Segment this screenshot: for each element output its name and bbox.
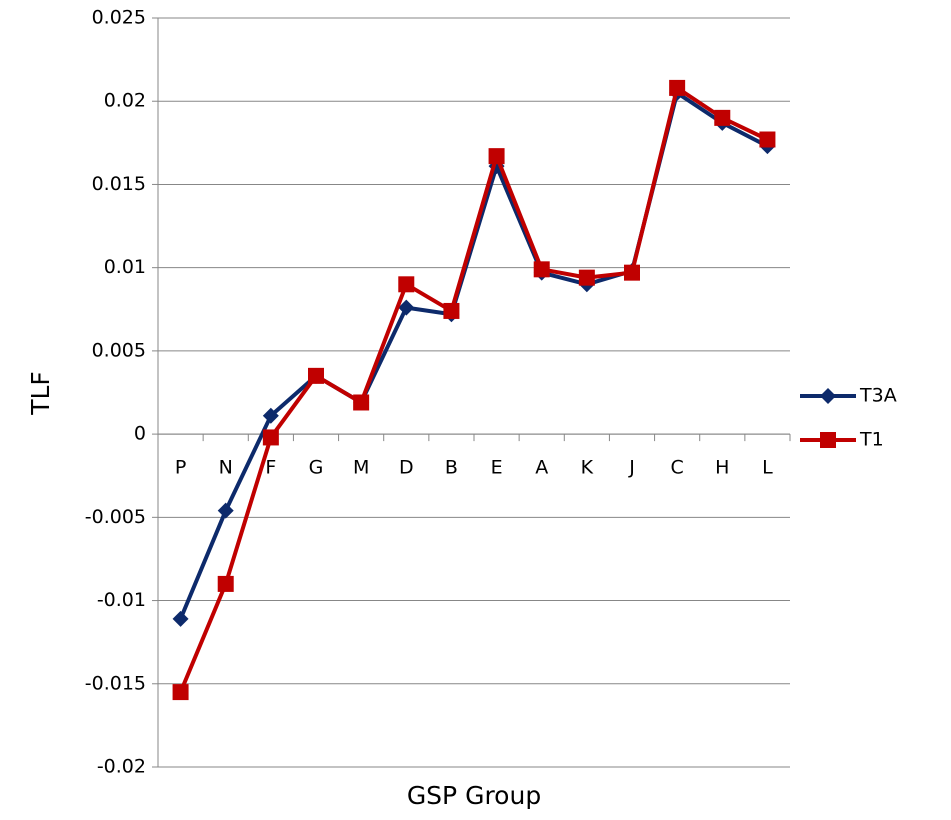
data-point — [533, 261, 550, 278]
data-point — [262, 429, 279, 446]
y-tick-label: 0.005 — [92, 339, 146, 361]
x-tick-label: C — [671, 457, 684, 479]
legend-marker — [820, 432, 836, 448]
x-tick-label: A — [535, 457, 548, 479]
x-tick-label: E — [491, 457, 503, 479]
series-line — [178, 90, 769, 620]
data-point — [443, 302, 460, 319]
series-line — [178, 85, 769, 693]
data-point — [488, 148, 505, 165]
data-point — [217, 575, 234, 592]
legend-label: T3A — [859, 385, 897, 407]
data-point — [217, 502, 234, 519]
x-tick-label: D — [399, 457, 414, 479]
data-point — [172, 610, 189, 627]
data-point — [624, 264, 640, 281]
y-tick-label: -0.015 — [85, 672, 146, 694]
data-point — [759, 131, 776, 148]
x-tick-label: J — [628, 457, 635, 479]
x-tick-label: H — [715, 457, 729, 479]
data-point — [578, 269, 595, 286]
data-point — [172, 684, 189, 701]
x-tick-label: F — [265, 457, 276, 479]
x-axis-title: GSP Group — [407, 781, 541, 810]
y-tick-label: 0.015 — [92, 173, 146, 195]
data-point — [353, 394, 370, 411]
x-tick-label: P — [175, 457, 186, 479]
x-tick-label: G — [309, 457, 324, 479]
data-point — [669, 79, 686, 96]
legend-label: T1 — [859, 429, 884, 451]
data-point — [308, 367, 324, 384]
x-tick-label: M — [353, 457, 369, 479]
x-tick-label: K — [581, 457, 594, 479]
data-point — [398, 299, 415, 316]
y-tick-label: -0.02 — [97, 756, 146, 778]
data-point — [398, 276, 415, 293]
x-tick-label: L — [762, 457, 773, 479]
y-tick-label: 0.025 — [92, 7, 146, 29]
y-tick-label: 0.01 — [104, 256, 146, 278]
y-tick-label: -0.005 — [85, 506, 146, 528]
data-point — [262, 407, 279, 424]
x-tick-label: N — [219, 457, 233, 479]
legend-marker — [820, 388, 836, 404]
y-tick-label: 0.02 — [104, 90, 146, 112]
data-point — [714, 109, 731, 126]
y-axis-title: TLF — [26, 371, 55, 416]
y-tick-label: -0.01 — [97, 589, 146, 611]
y-tick-label: 0 — [134, 423, 146, 445]
x-tick-label: B — [445, 457, 458, 479]
